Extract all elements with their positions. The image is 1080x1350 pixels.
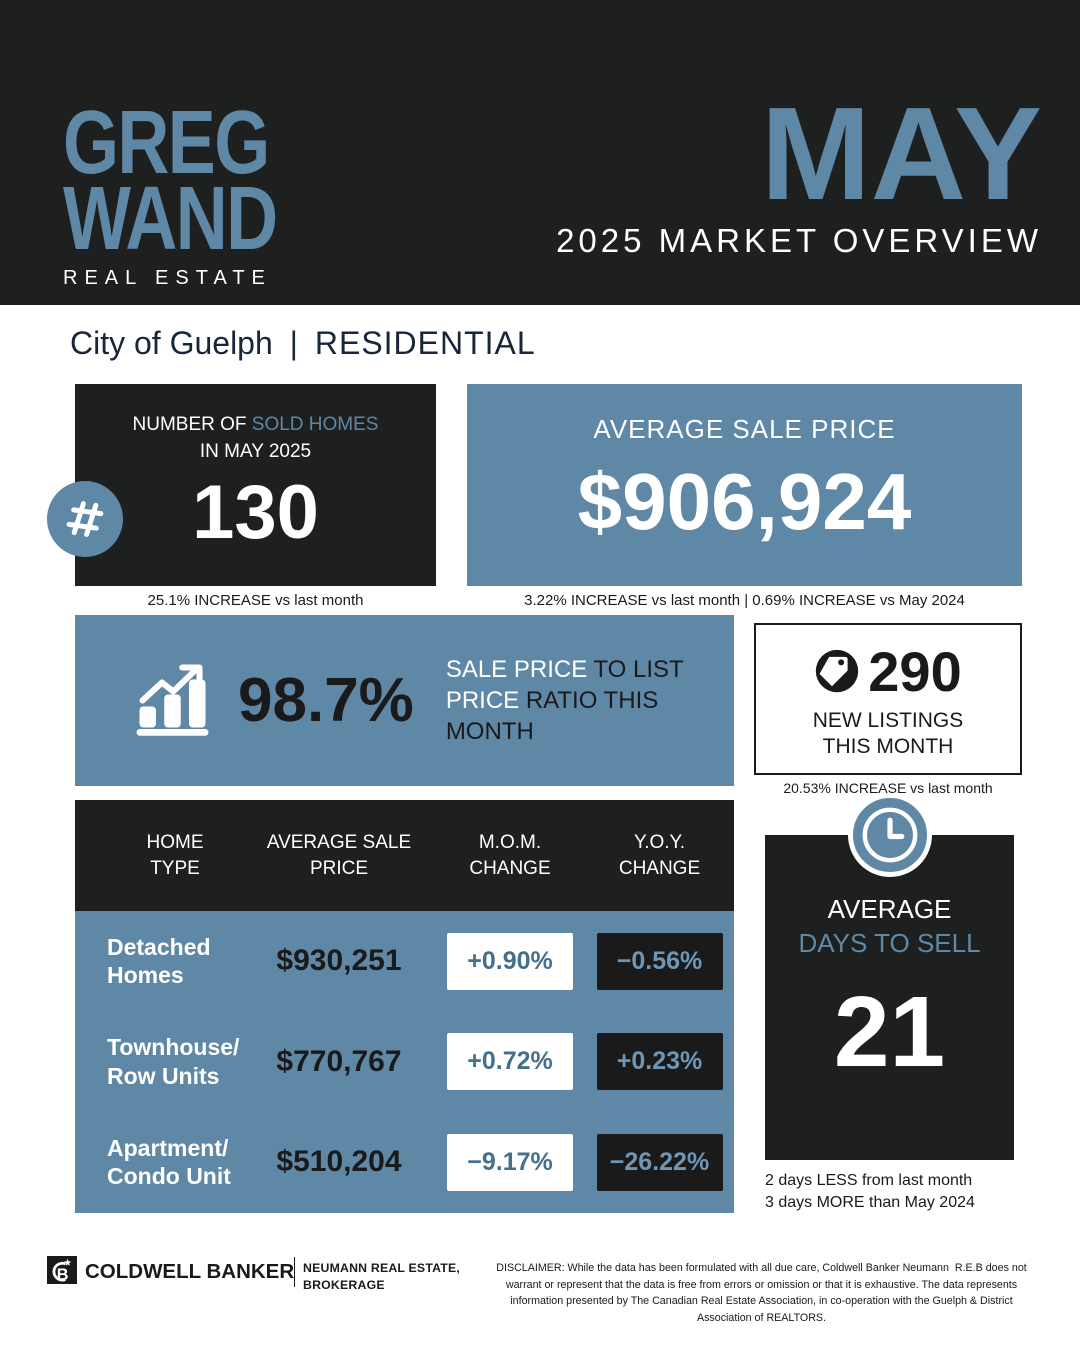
svg-text:B: B — [57, 1266, 69, 1284]
